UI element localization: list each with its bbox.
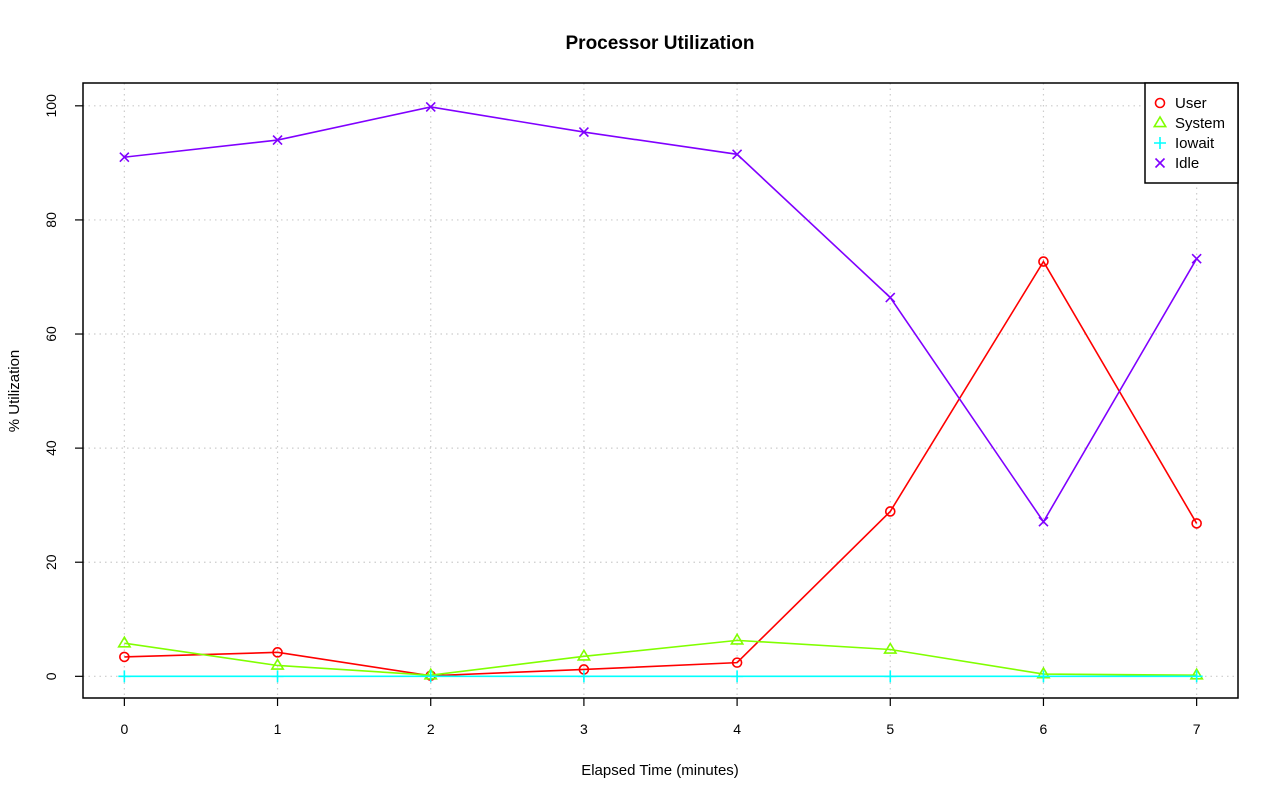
data-point xyxy=(731,670,744,683)
data-point xyxy=(270,657,285,670)
data-point xyxy=(119,651,130,663)
data-point xyxy=(1038,256,1049,267)
y-axis-label: % Utilization xyxy=(6,350,23,433)
series-line-user xyxy=(124,260,1198,677)
legend-entry-system: System xyxy=(1152,115,1225,132)
data-point xyxy=(578,126,589,138)
legend: User System Iowait Idle xyxy=(1144,82,1239,184)
data-point xyxy=(1191,253,1202,264)
data-point xyxy=(731,657,743,668)
data-point xyxy=(883,641,898,654)
data-point xyxy=(272,647,283,658)
series-user xyxy=(119,256,1202,682)
data-point xyxy=(1037,670,1050,683)
series-system xyxy=(117,632,1204,680)
x-tick-label: 7 xyxy=(1193,721,1201,737)
legend-box xyxy=(1144,82,1239,184)
data-point xyxy=(271,670,284,683)
data-point xyxy=(732,149,743,160)
chart-title: Processor Utilization xyxy=(566,33,755,54)
data-point xyxy=(1190,670,1203,683)
data-point xyxy=(884,506,896,517)
data-point xyxy=(1152,115,1168,128)
y-tick-label: 100 xyxy=(43,94,59,118)
data-point xyxy=(1154,157,1166,169)
x-tick-label: 3 xyxy=(580,721,588,737)
x-tick-label: 4 xyxy=(733,721,741,737)
data-point xyxy=(1154,97,1166,109)
legend-entry-iowait: Iowait xyxy=(1154,135,1215,152)
x-tick-label: 0 xyxy=(120,721,128,737)
data-point xyxy=(884,670,897,683)
legend-label: System xyxy=(1175,115,1225,132)
y-tick-label: 0 xyxy=(43,672,59,680)
data-point xyxy=(424,670,437,683)
x-tick-label: 2 xyxy=(427,721,435,737)
series-line-idle xyxy=(124,106,1198,524)
legend-entry-user: User xyxy=(1154,95,1207,112)
x-tick-label: 5 xyxy=(886,721,894,737)
data-point xyxy=(272,134,283,146)
data-point xyxy=(1191,518,1202,529)
data-point xyxy=(577,670,590,683)
x-axis-label: Elapsed Time (minutes) xyxy=(581,762,739,779)
series-line-system xyxy=(124,639,1197,676)
data-point xyxy=(729,632,745,645)
legend-label: Iowait xyxy=(1175,135,1215,152)
series-idle xyxy=(119,101,1202,527)
series-lines xyxy=(117,101,1204,683)
legend-label: Idle xyxy=(1175,155,1199,172)
data-point xyxy=(1154,137,1166,149)
data-point xyxy=(117,635,132,648)
legend-entry-idle: Idle xyxy=(1154,155,1199,172)
data-point xyxy=(119,152,130,163)
y-tick-label: 60 xyxy=(43,326,59,342)
grid-lines xyxy=(83,83,1238,698)
axes: 0 1 2 3 4 5 6 7 0 20 40 60 80 100 xyxy=(43,94,1201,737)
y-tick-label: 40 xyxy=(43,440,59,456)
x-tick-label: 1 xyxy=(274,721,282,737)
series-iowait xyxy=(118,670,1203,683)
legend-label: User xyxy=(1175,95,1207,112)
y-tick-label: 20 xyxy=(43,554,59,570)
plot-frame xyxy=(82,82,1239,699)
y-tick-label: 80 xyxy=(43,212,59,228)
data-point xyxy=(118,670,131,683)
data-point xyxy=(576,648,592,661)
data-point xyxy=(885,292,896,303)
data-point xyxy=(1038,516,1049,527)
data-point xyxy=(425,101,436,113)
x-tick-label: 6 xyxy=(1040,721,1048,737)
